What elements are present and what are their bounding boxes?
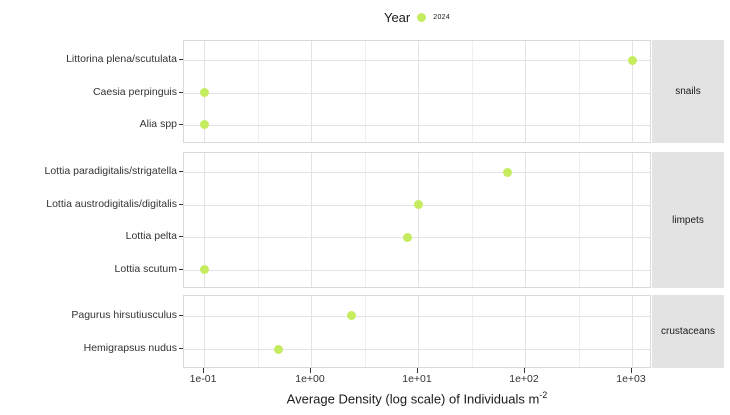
x-axis-tick-label: 1e+00 — [295, 373, 325, 385]
facet-strip-label: crustaceans — [661, 326, 715, 337]
y-axis-tick — [179, 348, 183, 350]
legend: Year 2024 — [183, 6, 651, 28]
facet-strip-crustaceans: crustaceans — [652, 295, 724, 368]
x-axis-tick — [524, 368, 525, 373]
data-point — [199, 265, 209, 275]
gridline-minor — [578, 296, 580, 367]
gridline-minor — [364, 41, 366, 142]
gridline-row — [184, 60, 650, 62]
y-axis-label: Lottia paradigitalis/strigatella — [44, 165, 178, 178]
facet-strip-label: limpets — [672, 214, 704, 226]
x-axis-tick-label: 1e+02 — [509, 373, 539, 385]
facet-strip-label: snails — [675, 86, 701, 97]
y-axis-label: Hemigrapsus nudus — [83, 342, 177, 355]
y-axis-tick — [179, 203, 183, 205]
x-axis-title-superscript: -2 — [539, 390, 548, 400]
y-axis-label: Lottia scutum — [114, 262, 177, 275]
y-axis-label: Alia spp — [139, 117, 177, 130]
gridline-major — [525, 296, 526, 367]
y-axis-label: Caesia perpinguis — [92, 85, 177, 98]
gridline-row — [184, 269, 650, 271]
legend-key-dot — [417, 12, 427, 22]
gridline-minor — [471, 296, 473, 367]
data-point — [627, 55, 637, 65]
x-axis-tick — [417, 368, 418, 373]
gridline-minor — [471, 153, 473, 287]
gridline-minor — [578, 153, 580, 287]
gridline-minor — [364, 296, 366, 367]
gridline-minor — [257, 153, 259, 287]
data-point — [403, 232, 413, 242]
legend-title: Year — [383, 9, 411, 25]
gridline-major — [311, 41, 312, 142]
data-point — [199, 88, 209, 97]
gridline-major — [632, 296, 633, 367]
y-axis-tick — [179, 59, 183, 61]
gridline-major — [632, 153, 633, 287]
gridline-row — [184, 237, 650, 239]
y-axis-tick — [179, 171, 183, 173]
x-axis-tick — [203, 368, 204, 373]
y-axis-label: Lottia austrodigitalis/digitalis — [46, 197, 177, 210]
data-point — [274, 344, 284, 354]
facet-strip-snails: snails — [652, 40, 724, 143]
y-axis-tick — [179, 314, 183, 316]
gridline-minor — [257, 41, 259, 142]
data-point — [199, 120, 209, 130]
data-point — [502, 167, 512, 177]
gridline-row — [184, 349, 650, 351]
gridline-major — [632, 41, 633, 142]
x-axis-title: Average Density (log scale) of Individua… — [183, 390, 651, 406]
gridline-major — [418, 153, 419, 287]
gridline-major — [418, 41, 419, 142]
gridline-major — [525, 41, 526, 142]
x-axis-tick-label: 1e+03 — [616, 373, 646, 385]
y-axis-label: Pagurus hirsutiusculus — [71, 308, 177, 321]
facet-panel-snails — [183, 40, 651, 143]
gridline-minor — [364, 153, 366, 287]
gridline-minor — [471, 41, 473, 142]
gridline-minor — [578, 41, 580, 142]
y-axis-tick — [179, 268, 183, 270]
data-point — [347, 311, 357, 321]
x-axis-tick-label: 1e-01 — [189, 373, 217, 385]
x-axis-tick-label: 1e+01 — [402, 373, 432, 385]
y-axis-tick — [179, 123, 183, 125]
y-axis-tick — [179, 91, 183, 93]
data-point — [413, 200, 423, 210]
legend-entry-2024: 2024 — [433, 13, 451, 21]
gridline-major — [525, 153, 526, 287]
facet-panel-crustaceans — [183, 295, 651, 368]
gridline-row — [184, 172, 650, 174]
facet-panel-limpets — [183, 152, 651, 288]
gridline-row — [184, 92, 650, 94]
y-axis-tick — [179, 236, 183, 238]
x-axis-tick — [631, 368, 632, 373]
gridline-major — [418, 296, 419, 367]
gridline-major — [311, 296, 312, 367]
x-axis-tick — [310, 368, 311, 373]
gridline-row — [184, 124, 650, 126]
gridline-major — [204, 153, 205, 287]
gridline-minor — [257, 296, 259, 367]
facet-strip-limpets: limpets — [652, 152, 724, 288]
gridline-major — [311, 153, 312, 287]
y-axis-label: Littorina plena/scutulata — [66, 53, 177, 66]
y-axis-label: Lottia pelta — [125, 230, 177, 243]
x-axis-title-text: Average Density (log scale) of Individua… — [286, 391, 540, 407]
gridline-major — [204, 296, 205, 367]
gridline-row — [184, 315, 650, 317]
